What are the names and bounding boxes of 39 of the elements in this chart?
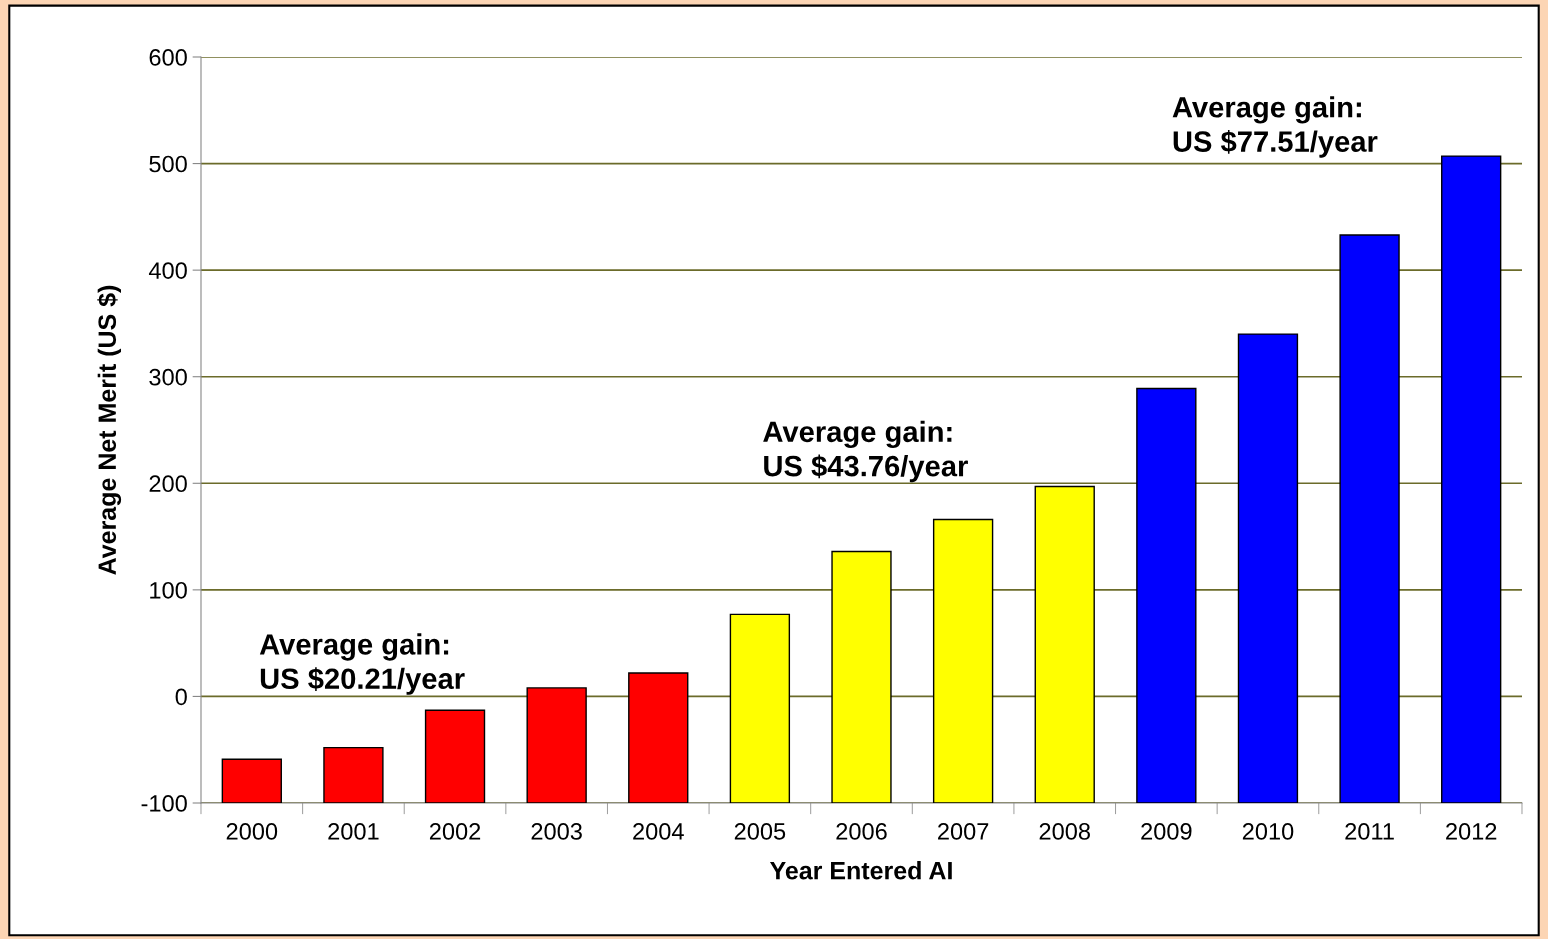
x-tick-label: 2010 <box>1242 823 1294 840</box>
y-tick-label: 0 <box>175 688 187 706</box>
y-tick-label: 600 <box>149 49 187 66</box>
x-tick-label: 2011 <box>1345 823 1394 840</box>
x-tick-label: 2007 <box>938 823 989 840</box>
x-tick-label: 2008 <box>1039 823 1090 840</box>
x-tick-label: 2004 <box>633 823 684 840</box>
bar <box>1034 485 1095 803</box>
bar <box>1441 155 1502 803</box>
bar <box>932 518 994 803</box>
y-tick-label: 300 <box>149 368 187 386</box>
bar <box>831 550 892 803</box>
bar <box>221 758 282 803</box>
bar <box>526 687 587 803</box>
x-axis-title: Year Entered AI <box>769 861 952 880</box>
bar <box>323 746 384 803</box>
x-tick-label: 2003 <box>531 823 582 840</box>
bar <box>1136 387 1197 803</box>
bar <box>1237 333 1299 803</box>
bar <box>729 613 791 803</box>
x-tick-label: 2001 <box>328 823 379 840</box>
x-tick-label: 2002 <box>429 823 481 840</box>
x-tick-label: 2006 <box>836 823 887 840</box>
x-tick-label: 2012 <box>1446 823 1497 840</box>
annotation: Average gain: US $77.51/year <box>1172 96 1378 158</box>
y-tick-label: 400 <box>148 262 187 279</box>
x-tick-label: 2009 <box>1141 823 1192 840</box>
bar <box>628 672 689 803</box>
y-tick-label: 500 <box>149 155 187 173</box>
bar <box>1339 234 1400 803</box>
annotation: Average gain: US $20.21/year <box>259 633 465 695</box>
x-tick-label: 2005 <box>734 823 786 840</box>
y-tick-label: 100 <box>150 581 187 599</box>
annotation: Average gain: US $43.76/year <box>763 420 968 483</box>
x-tick-label: 2000 <box>226 823 278 840</box>
y-tick-label: 200 <box>149 475 187 493</box>
y-tick-label: -100 <box>141 795 187 812</box>
y-axis-title: Average Net Merit (US $) <box>97 285 122 575</box>
bar <box>424 709 486 803</box>
